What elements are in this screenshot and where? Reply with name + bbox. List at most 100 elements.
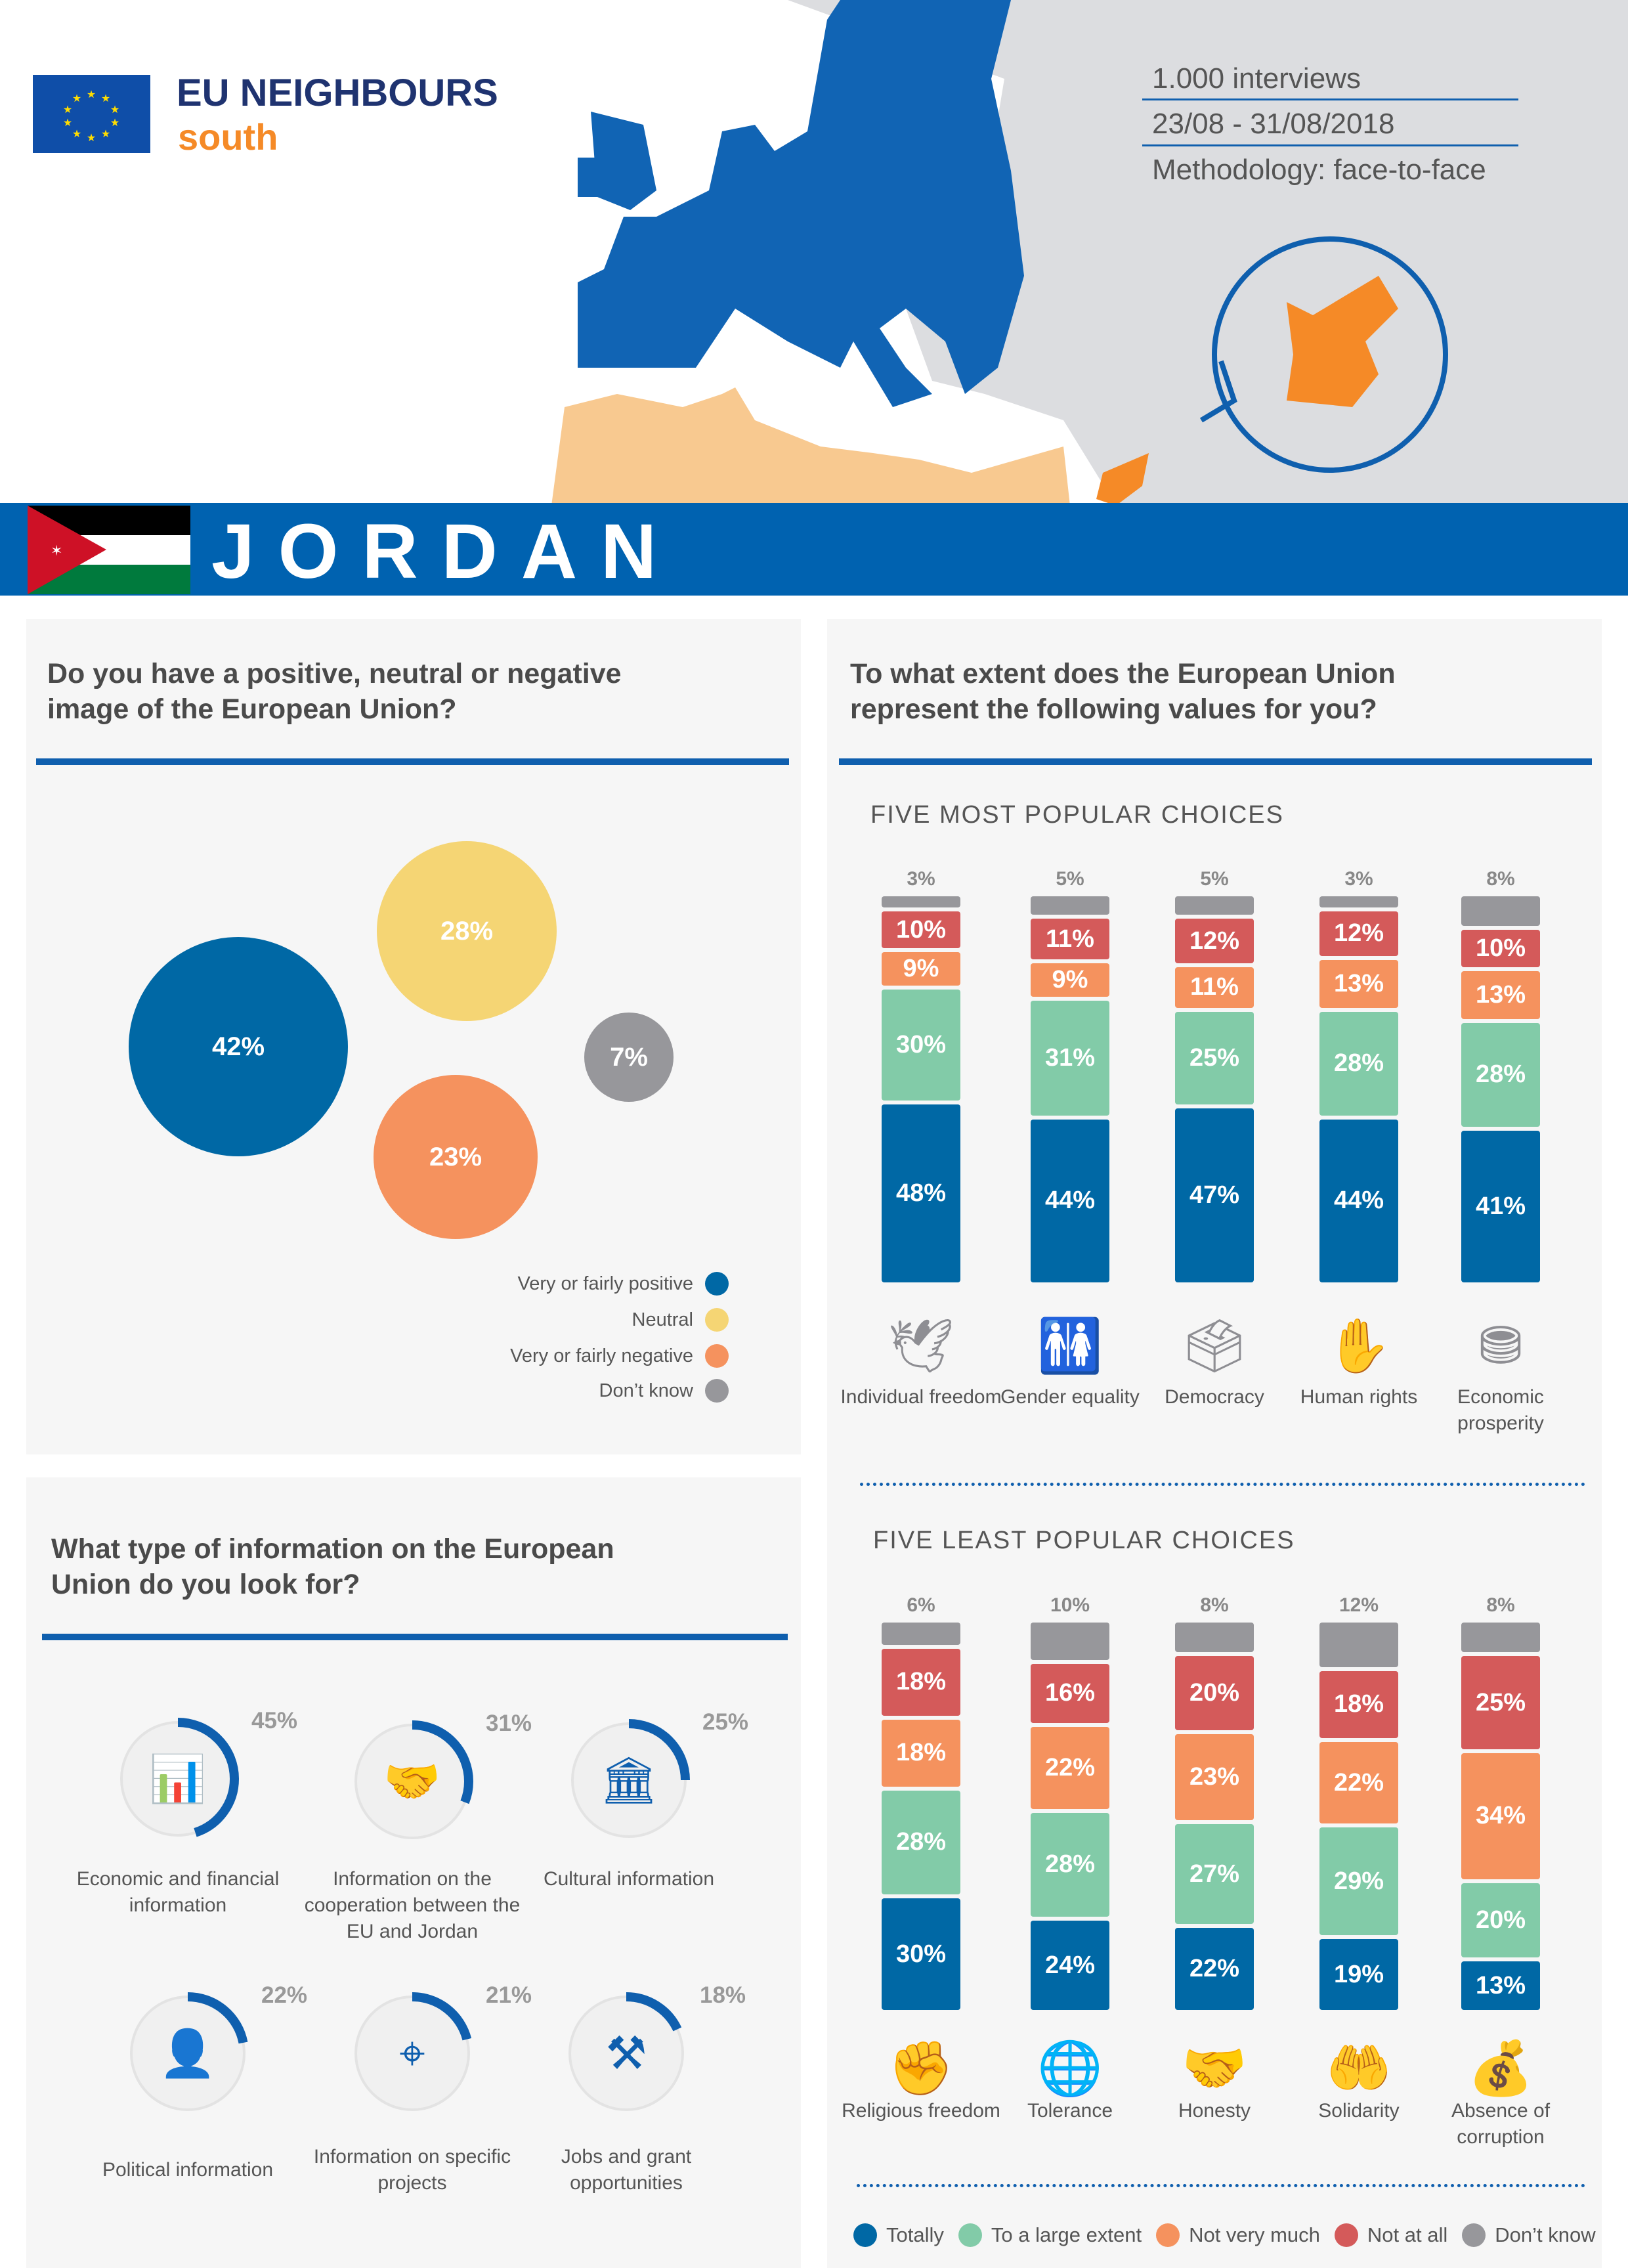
- bar-segment-not-very-much: 13%: [1319, 959, 1398, 1008]
- bar-segment-don-t-know: [1461, 896, 1540, 927]
- bar-segment-not-very-much: 18%: [882, 1719, 960, 1787]
- bar-segment-totally: 19%: [1319, 1939, 1398, 2010]
- dont-know-label: 12%: [1339, 1594, 1379, 1616]
- bar-segment-to-a-large-extent: 28%: [882, 1790, 960, 1895]
- info-donut: [567, 1718, 691, 1843]
- svg-text:★: ★: [72, 93, 81, 104]
- title-line: Do you have a positive, neutral or negat…: [47, 658, 622, 689]
- bribe-icon: 💰: [1468, 2039, 1533, 2097]
- title-line: represent the following values for you?: [850, 693, 1377, 725]
- bar-segment-to-a-large-extent: 29%: [1319, 1827, 1398, 1936]
- bar-segment-not-at-all: 12%: [1319, 911, 1398, 956]
- legend-label: Very or fairly positive: [517, 1273, 693, 1294]
- bar-segment-don-t-know: [1461, 1623, 1540, 1653]
- donut-ring: [351, 1720, 473, 1843]
- category-label: Absence of corruption: [1451, 2100, 1551, 2148]
- legend-large-extent: To a large extent: [958, 2223, 1142, 2247]
- bar-segment-totally: 44%: [1319, 1119, 1398, 1282]
- eu-flag-logo: ★★★★★★★★★★★: [33, 75, 150, 153]
- svg-text:★: ★: [110, 118, 119, 129]
- dont-know-label: 10%: [1050, 1594, 1090, 1616]
- bar-segment-don-t-know: [1031, 1623, 1109, 1660]
- bar-segment-not-at-all: 10%: [1461, 930, 1540, 967]
- bar-segment-not-very-much: 23%: [1175, 1734, 1254, 1820]
- politician-icon: 👤: [159, 2028, 217, 2079]
- info-percent: 31%: [486, 1711, 532, 1736]
- donut-ring: [568, 1719, 690, 1841]
- dotted-divider: [857, 2184, 1585, 2187]
- svg-text:★: ★: [72, 129, 81, 140]
- tools-icon: ⚒: [605, 2028, 647, 2079]
- dove-icon: 🕊: [888, 1317, 954, 1375]
- bar-segment-don-t-know: [1175, 896, 1254, 915]
- info-label: Jobs and grant opportunities: [561, 2146, 692, 2194]
- category-label: Human rights: [1300, 1386, 1418, 1408]
- dont-know-label: 3%: [1344, 868, 1373, 890]
- legend-label: Don’t know: [599, 1380, 693, 1401]
- legend-dont-know: Don’t know: [1462, 2223, 1596, 2247]
- info-question-title: What type of information on the European…: [51, 1531, 614, 1602]
- legend-label: Totally: [886, 2223, 944, 2246]
- dont-know-label: 5%: [1200, 868, 1229, 890]
- bar-segment-totally: 24%: [1031, 1921, 1109, 2010]
- bar-segment-not-at-all: 25%: [1461, 1656, 1540, 1749]
- bubble-neutral: 28%: [377, 841, 557, 1021]
- legend-positive: Very or fairly positive: [517, 1272, 729, 1296]
- category-label: Economic prosperity: [1457, 1386, 1544, 1434]
- brand-subtitle: south: [178, 116, 278, 158]
- legend-negative: Very or fairly negative: [510, 1344, 729, 1368]
- donut-arc: [565, 1992, 687, 2114]
- legend-not-at-all: Not at all: [1334, 2223, 1447, 2247]
- dotted-divider: [860, 1483, 1585, 1486]
- title-line: To what extent does the European Union: [850, 658, 1396, 689]
- info-donut: [350, 1991, 475, 2116]
- chart-legend: Totally To a large extent Not very much …: [853, 2223, 1596, 2247]
- legend-label: Neutral: [632, 1309, 694, 1330]
- bar-segment-don-t-know: [1319, 1623, 1398, 1667]
- legend-dot: [705, 1308, 729, 1332]
- fieldwork-dates: 23/08 - 31/08/2018: [1152, 108, 1395, 140]
- info-label: Cultural information: [543, 1868, 715, 1890]
- map-north-africa-neighbours: [551, 387, 1070, 506]
- country-banner: [0, 503, 1628, 596]
- handshake-icon: 🤝: [1182, 2039, 1247, 2097]
- map-jordan: [1096, 453, 1149, 506]
- legend-label: Very or fairly negative: [510, 1345, 693, 1366]
- donut-arc: [127, 1992, 249, 2114]
- info-donut: [116, 1716, 240, 1841]
- bar-segment-not-at-all: 16%: [1031, 1663, 1109, 1724]
- donut-ring: [117, 1718, 239, 1840]
- category-label: Honesty: [1178, 2100, 1251, 2122]
- legend-dot: [705, 1379, 729, 1403]
- legend-dot: [705, 1344, 729, 1368]
- chart-growth-icon: 📊: [149, 1753, 207, 1804]
- dont-know-label: 8%: [1486, 1594, 1515, 1616]
- title-line: What type of information on the European: [51, 1533, 614, 1565]
- bar-segment-totally: 13%: [1461, 1961, 1540, 2010]
- info-question-panel: [26, 1477, 801, 2268]
- helping-hands-icon: 🤲: [1326, 2039, 1392, 2097]
- bar-segment-don-t-know: [882, 896, 960, 907]
- bar-segment-not-at-all: 18%: [1319, 1670, 1398, 1738]
- dont-know-label: 8%: [1200, 1594, 1229, 1616]
- legend-dont-know: Don’t know: [599, 1379, 729, 1403]
- people-globe-icon: 🌐: [1037, 2039, 1103, 2097]
- bar-segment-not-very-much: 34%: [1461, 1753, 1540, 1880]
- info-percent: 45%: [251, 1708, 298, 1734]
- info-label: Information on the cooperation between t…: [304, 1868, 521, 1942]
- info-percent: 22%: [261, 1982, 308, 2008]
- legend-dot: [1156, 2223, 1180, 2247]
- brand-title: EU NEIGHBOURS: [177, 72, 498, 114]
- category-label: Religious freedom: [842, 2100, 1000, 2122]
- divider: [1142, 144, 1518, 146]
- map-uk-ireland: [578, 112, 656, 210]
- handshake-icon: 🤝: [383, 1756, 441, 1807]
- legend-dot: [1334, 2223, 1358, 2247]
- bubble-positive: 42%: [129, 937, 348, 1156]
- bar-segment-totally: 44%: [1031, 1119, 1109, 1282]
- donut-ring: [565, 1992, 687, 2114]
- info-percent: 21%: [486, 1982, 532, 2008]
- bubble-dont-know: 7%: [584, 1013, 674, 1102]
- donut-ring: [351, 1992, 473, 2114]
- category-label: Democracy: [1165, 1386, 1264, 1408]
